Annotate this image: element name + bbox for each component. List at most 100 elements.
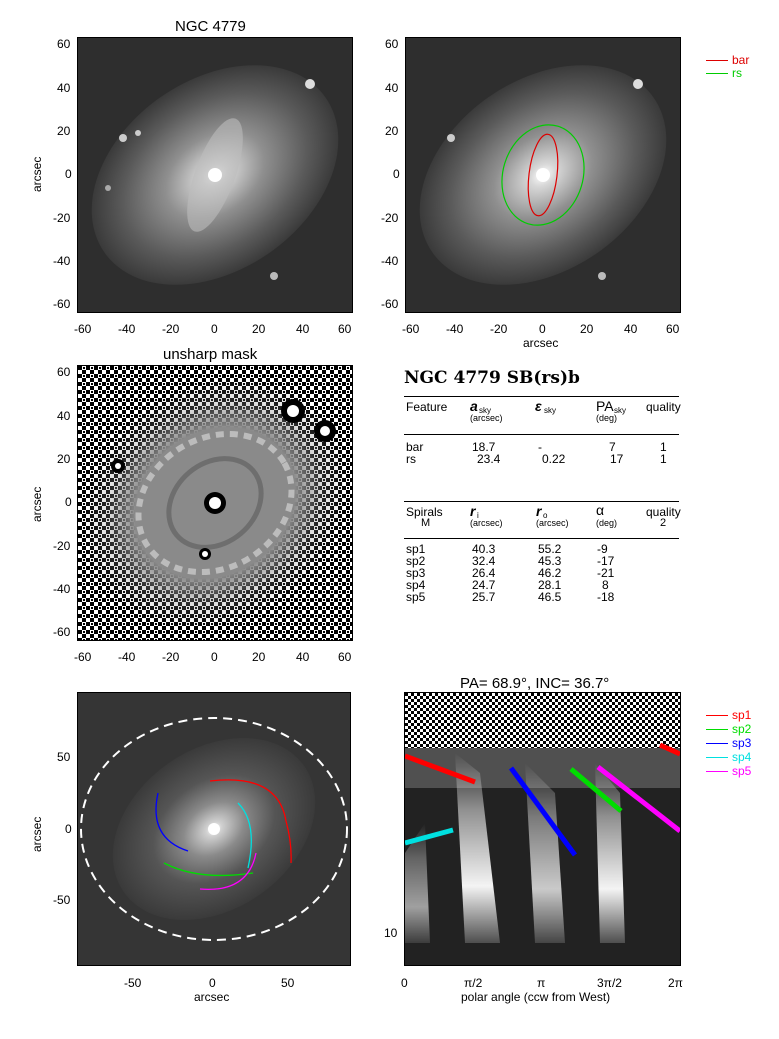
- legend-bar-line: [706, 60, 728, 61]
- p5-xtick: π/2: [464, 976, 483, 990]
- spiral-ri: 25.7: [472, 590, 496, 604]
- p4-ytick: -50: [53, 893, 71, 907]
- feature-name: bar: [406, 440, 424, 454]
- p3-ytick: 0: [65, 495, 72, 509]
- ri-unit: (arcsec): [470, 518, 503, 528]
- ro-header: r: [536, 503, 542, 519]
- spirals-quality-value: 2: [660, 517, 667, 529]
- legend-rs-line: [706, 73, 728, 74]
- p1-ytick: -20: [53, 211, 71, 225]
- spiral-ri: 32.4: [472, 554, 496, 568]
- p4-xtick: 0: [209, 976, 216, 990]
- p2-ytick: -40: [381, 254, 399, 268]
- legend-sp1-line: [706, 715, 728, 716]
- p3-xtick: -40: [118, 650, 136, 664]
- deprojection-ellipse: [80, 717, 348, 941]
- p3-xtick: -60: [74, 650, 92, 664]
- spiral-ro: 28.1: [538, 578, 562, 592]
- p4-xtick: -50: [124, 976, 142, 990]
- polar-projection-panel: [404, 692, 681, 966]
- feature-header: Feature: [406, 400, 448, 414]
- spiral-ro: 45.3: [538, 554, 562, 568]
- feature-q: 1: [660, 452, 667, 466]
- legend-sp1-label: sp1: [732, 708, 752, 722]
- p3-xtick: 20: [252, 650, 266, 664]
- p3-xtick: 40: [296, 650, 310, 664]
- asky-sub: sky: [479, 406, 491, 415]
- legend-sp5-label: sp5: [732, 764, 752, 778]
- p1-xtick: 20: [252, 322, 266, 336]
- ellipse-fit-panel: [405, 37, 681, 313]
- legend-sp2-line: [706, 729, 728, 730]
- table-rule: [404, 434, 679, 435]
- p2-xlabel: arcsec: [523, 336, 559, 350]
- ro-sub: o: [543, 511, 548, 520]
- spiral-alpha: -17: [597, 554, 615, 568]
- spiral-ro: 46.2: [538, 566, 562, 580]
- p2-ytick: 0: [393, 167, 400, 181]
- quality-header: quality: [646, 400, 681, 414]
- spiral-ri: 24.7: [472, 578, 496, 592]
- p5-xtick: 2π: [668, 976, 683, 990]
- sp1-polar: [405, 753, 476, 785]
- spiral-ro: 55.2: [538, 542, 562, 556]
- pasky-header: PA: [596, 398, 614, 414]
- panel1-ylabel: arcsec: [30, 156, 44, 192]
- spiral-name: sp1: [406, 542, 426, 556]
- spiral-ro: 46.5: [538, 590, 562, 604]
- sp1-arc: [209, 779, 292, 864]
- sp2-polar: [569, 767, 623, 813]
- unsharp-mask-panel: [77, 365, 353, 641]
- spiral-fit-image: [78, 693, 350, 965]
- p5-xlabel: polar angle (ccw from West): [461, 990, 611, 1004]
- spiral-ri: 40.3: [472, 542, 496, 556]
- unsharp-mask-image: [78, 366, 352, 640]
- feature-q: 1: [660, 440, 667, 454]
- p2-xtick: 60: [666, 322, 680, 336]
- spiral-name: sp2: [406, 554, 426, 568]
- spiral-fit-panel: [77, 692, 351, 966]
- panel3-title: unsharp mask: [163, 346, 258, 363]
- legend-rs-label: rs: [732, 66, 742, 80]
- sp4-arc: [237, 802, 252, 869]
- panel4-ylabel: arcsec: [30, 816, 44, 852]
- p2-xtick: -40: [446, 322, 464, 336]
- ri-sub: i: [477, 511, 479, 520]
- panel1-title: NGC 4779: [175, 18, 246, 35]
- legend-bar-label: bar: [732, 53, 750, 67]
- p1-ytick: -40: [53, 254, 71, 268]
- table-rule: [404, 396, 679, 397]
- galaxy-image-panel: [77, 37, 353, 313]
- p4-xtick: 50: [281, 976, 295, 990]
- esky-header: ε: [535, 398, 542, 414]
- p1-ytick: 0: [65, 167, 72, 181]
- feature-pa: 17: [610, 452, 624, 466]
- p3-ytick: -60: [53, 625, 71, 639]
- feature-e: 0.22: [542, 452, 566, 466]
- bar-ellipse: [527, 133, 559, 217]
- p3-ytick: -40: [53, 582, 71, 596]
- p4-ytick: 0: [65, 822, 72, 836]
- spiral-alpha: -9: [597, 542, 608, 556]
- p1-ytick: -60: [53, 297, 71, 311]
- p1-ytick: 40: [57, 81, 71, 95]
- p2-xtick: 40: [624, 322, 638, 336]
- p4-ytick: 50: [57, 750, 71, 764]
- p3-ytick: 40: [57, 409, 71, 423]
- galaxy-image: [78, 38, 352, 312]
- p2-xtick: 0: [539, 322, 546, 336]
- table-rule: [404, 538, 679, 539]
- p3-xtick: -20: [162, 650, 180, 664]
- table-rule: [404, 501, 679, 502]
- p4-xlabel: arcsec: [194, 990, 230, 1004]
- spiral-ri: 26.4: [472, 566, 496, 580]
- spirals-m: M: [421, 517, 431, 529]
- ellipse-fit-image: [406, 38, 680, 312]
- panel3-ylabel: arcsec: [30, 486, 44, 522]
- ro-unit: (arcsec): [536, 518, 569, 528]
- alpha-header: α: [596, 502, 605, 518]
- rs-ellipse: [501, 124, 585, 226]
- legend-sp4-line: [706, 757, 728, 758]
- p2-ytick: -60: [381, 297, 399, 311]
- p2-xtick: 20: [580, 322, 594, 336]
